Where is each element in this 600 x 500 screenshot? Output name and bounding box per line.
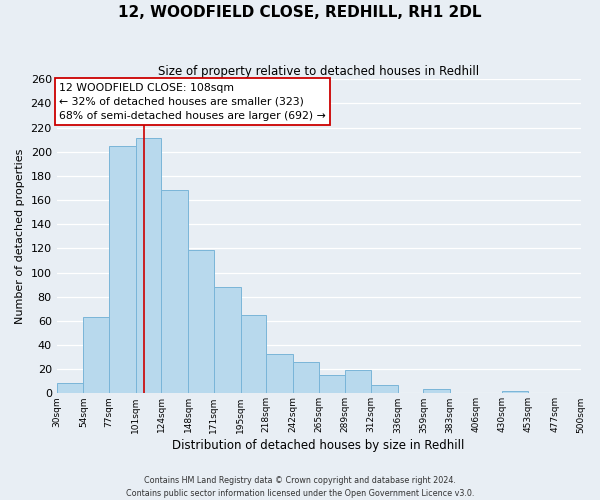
Text: Contains HM Land Registry data © Crown copyright and database right 2024.
Contai: Contains HM Land Registry data © Crown c… bbox=[126, 476, 474, 498]
Bar bbox=[109, 146, 136, 394]
Text: 12, WOODFIELD CLOSE, REDHILL, RH1 2DL: 12, WOODFIELD CLOSE, REDHILL, RH1 2DL bbox=[118, 5, 482, 20]
Bar bbox=[136, 138, 161, 394]
Bar bbox=[293, 362, 319, 394]
Bar bbox=[502, 391, 528, 394]
Bar bbox=[83, 318, 109, 394]
Bar bbox=[424, 388, 450, 394]
Bar bbox=[346, 370, 371, 394]
Title: Size of property relative to detached houses in Redhill: Size of property relative to detached ho… bbox=[158, 65, 479, 78]
Bar bbox=[188, 250, 214, 394]
Bar bbox=[371, 385, 398, 394]
Bar bbox=[266, 354, 293, 394]
Bar bbox=[214, 287, 241, 394]
Bar bbox=[161, 190, 188, 394]
Bar bbox=[319, 376, 346, 394]
Bar bbox=[241, 315, 266, 394]
Bar bbox=[56, 382, 83, 394]
X-axis label: Distribution of detached houses by size in Redhill: Distribution of detached houses by size … bbox=[172, 440, 465, 452]
Y-axis label: Number of detached properties: Number of detached properties bbox=[15, 148, 25, 324]
Text: 12 WOODFIELD CLOSE: 108sqm
← 32% of detached houses are smaller (323)
68% of sem: 12 WOODFIELD CLOSE: 108sqm ← 32% of deta… bbox=[59, 83, 326, 121]
